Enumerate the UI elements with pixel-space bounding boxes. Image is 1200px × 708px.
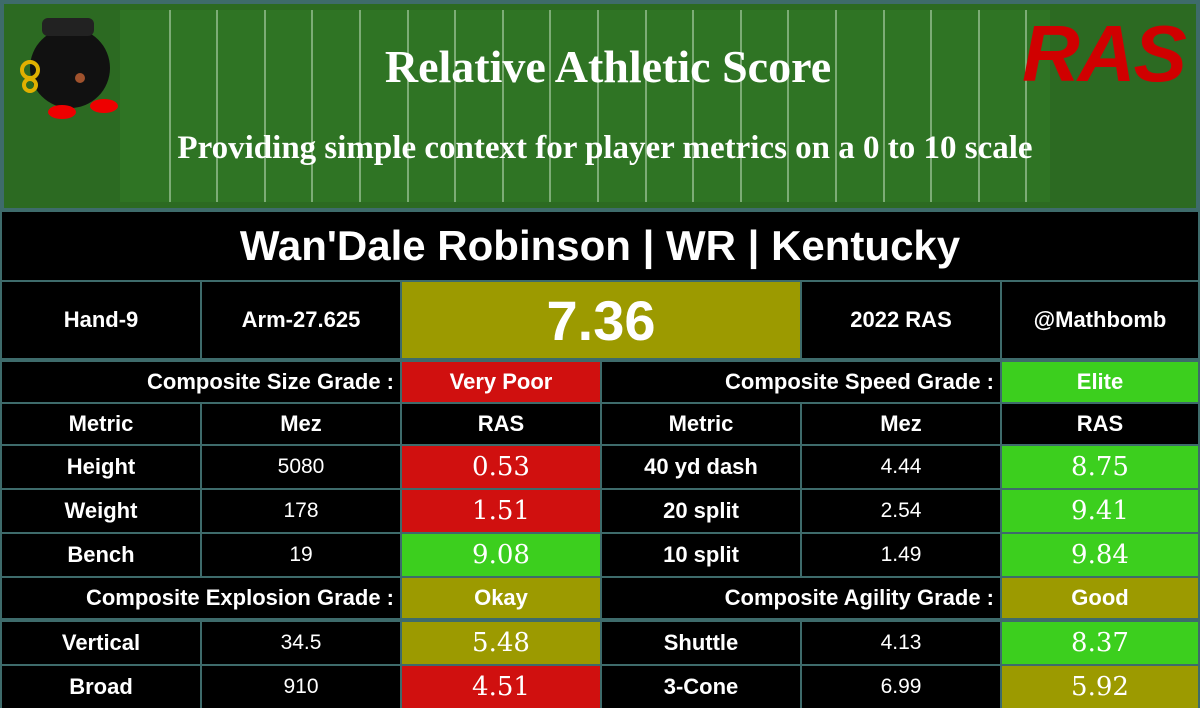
metric-measure: 5080 (200, 444, 402, 490)
column-header: Metric (0, 402, 202, 446)
hand-size: Hand-9 (0, 280, 202, 360)
metric-name: Broad (0, 664, 202, 708)
field-banner (0, 0, 1200, 212)
metric-measure: 1.49 (800, 532, 1002, 578)
ras-score: 7.36 (400, 280, 802, 360)
metric-ras: 8.37 (1000, 620, 1200, 666)
metric-measure: 34.5 (200, 620, 402, 666)
player-name: Wan'Dale Robinson | WR | Kentucky (0, 210, 1200, 282)
grade-label: Composite Explosion Grade : (0, 576, 402, 620)
metric-ras: 9.84 (1000, 532, 1200, 578)
mascot-icon (20, 18, 118, 119)
metric-ras: 9.41 (1000, 488, 1200, 534)
grade-value: Very Poor (400, 360, 602, 404)
author-handle: @Mathbomb (1000, 280, 1200, 360)
metric-measure: 4.13 (800, 620, 1002, 666)
metric-ras: 5.48 (400, 620, 602, 666)
metric-name: Bench (0, 532, 202, 578)
metric-ras: 9.08 (400, 532, 602, 578)
metric-name: 10 split (600, 532, 802, 578)
metric-name: 3-Cone (600, 664, 802, 708)
grade-label: Composite Speed Grade : (600, 360, 1002, 404)
column-header: Metric (600, 402, 802, 446)
metric-name: Shuttle (600, 620, 802, 666)
metric-ras: 5.92 (1000, 664, 1200, 708)
metric-measure: 6.99 (800, 664, 1002, 708)
metric-measure: 910 (200, 664, 402, 708)
header-title: Relative Athletic Score (384, 41, 832, 92)
logo-text: RAS (1022, 9, 1187, 98)
grade-label: Composite Agility Grade : (600, 576, 1002, 620)
column-header: Mez (800, 402, 1002, 446)
metric-name: 20 split (600, 488, 802, 534)
metric-ras: 4.51 (400, 664, 602, 708)
metric-name: Weight (0, 488, 202, 534)
metric-ras: 0.53 (400, 444, 602, 490)
metric-name: Height (0, 444, 202, 490)
grade-value: Elite (1000, 360, 1200, 404)
arm-length: Arm-27.625 (200, 280, 402, 360)
metric-ras: 8.75 (1000, 444, 1200, 490)
metric-ras: 1.51 (400, 488, 602, 534)
metric-name: Vertical (0, 620, 202, 666)
grade-label: Composite Size Grade : (0, 360, 402, 404)
column-header: RAS (400, 402, 602, 446)
metric-measure: 178 (200, 488, 402, 534)
metric-name: 40 yd dash (600, 444, 802, 490)
metric-measure: 19 (200, 532, 402, 578)
grade-value: Okay (400, 576, 602, 620)
column-header: Mez (200, 402, 402, 446)
header-subtitle: Providing simple context for player metr… (177, 130, 1033, 166)
metric-measure: 2.54 (800, 488, 1002, 534)
column-header: RAS (1000, 402, 1200, 446)
grade-value: Good (1000, 576, 1200, 620)
year-label: 2022 RAS (800, 280, 1002, 360)
metric-measure: 4.44 (800, 444, 1002, 490)
